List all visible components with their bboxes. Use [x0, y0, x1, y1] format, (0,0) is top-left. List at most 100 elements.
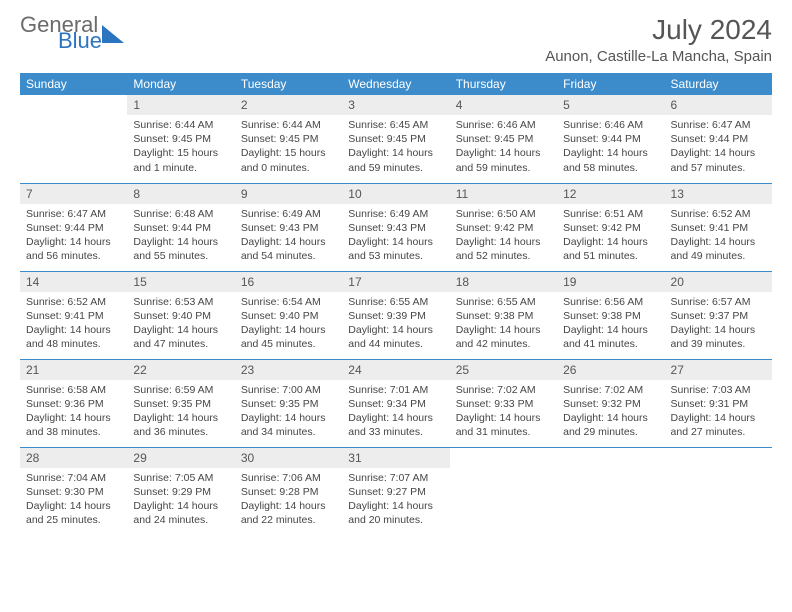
- sunrise-text: Sunrise: 6:46 AM: [563, 118, 658, 132]
- daylight-text: Daylight: 14 hours and 49 minutes.: [671, 235, 766, 263]
- sunrise-text: Sunrise: 7:06 AM: [241, 471, 336, 485]
- sunset-text: Sunset: 9:36 PM: [26, 397, 121, 411]
- day-number: 5: [557, 95, 664, 115]
- calendar-day: 18Sunrise: 6:55 AMSunset: 9:38 PMDayligh…: [450, 271, 557, 359]
- location-label: Aunon, Castille-La Mancha, Spain: [545, 48, 772, 65]
- day-number: 16: [235, 272, 342, 292]
- calendar-day: 25Sunrise: 7:02 AMSunset: 9:33 PMDayligh…: [450, 359, 557, 447]
- sunrise-text: Sunrise: 6:57 AM: [671, 295, 766, 309]
- weekday-header: Thursday: [450, 73, 557, 95]
- month-title: July 2024: [545, 14, 772, 46]
- daylight-text: Daylight: 14 hours and 27 minutes.: [671, 411, 766, 439]
- calendar-head: SundayMondayTuesdayWednesdayThursdayFrid…: [20, 73, 772, 95]
- daylight-text: Daylight: 14 hours and 53 minutes.: [348, 235, 443, 263]
- calendar-day: 11Sunrise: 6:50 AMSunset: 9:42 PMDayligh…: [450, 183, 557, 271]
- day-content: Sunrise: 6:49 AMSunset: 9:43 PMDaylight:…: [235, 204, 342, 270]
- calendar-day: [450, 447, 557, 535]
- calendar-day: 29Sunrise: 7:05 AMSunset: 9:29 PMDayligh…: [127, 447, 234, 535]
- daylight-text: Daylight: 14 hours and 54 minutes.: [241, 235, 336, 263]
- day-content: Sunrise: 6:55 AMSunset: 9:39 PMDaylight:…: [342, 292, 449, 358]
- sunrise-text: Sunrise: 6:53 AM: [133, 295, 228, 309]
- calendar-week: 28Sunrise: 7:04 AMSunset: 9:30 PMDayligh…: [20, 447, 772, 535]
- triangle-icon: [102, 25, 124, 43]
- calendar-body: 1Sunrise: 6:44 AMSunset: 9:45 PMDaylight…: [20, 95, 772, 535]
- daylight-text: Daylight: 14 hours and 36 minutes.: [133, 411, 228, 439]
- calendar-day: 5Sunrise: 6:46 AMSunset: 9:44 PMDaylight…: [557, 95, 664, 183]
- daylight-text: Daylight: 14 hours and 48 minutes.: [26, 323, 121, 351]
- daylight-text: Daylight: 14 hours and 52 minutes.: [456, 235, 551, 263]
- sunset-text: Sunset: 9:39 PM: [348, 309, 443, 323]
- logo-text: General Blue: [20, 14, 102, 52]
- day-number: 20: [665, 272, 772, 292]
- day-number: 21: [20, 360, 127, 380]
- sunset-text: Sunset: 9:28 PM: [241, 485, 336, 499]
- daylight-text: Daylight: 14 hours and 33 minutes.: [348, 411, 443, 439]
- daylight-text: Daylight: 14 hours and 51 minutes.: [563, 235, 658, 263]
- daylight-text: Daylight: 14 hours and 47 minutes.: [133, 323, 228, 351]
- day-content: Sunrise: 6:45 AMSunset: 9:45 PMDaylight:…: [342, 115, 449, 181]
- sunrise-text: Sunrise: 7:00 AM: [241, 383, 336, 397]
- sunrise-text: Sunrise: 7:07 AM: [348, 471, 443, 485]
- calendar-day: 14Sunrise: 6:52 AMSunset: 9:41 PMDayligh…: [20, 271, 127, 359]
- calendar-day: 26Sunrise: 7:02 AMSunset: 9:32 PMDayligh…: [557, 359, 664, 447]
- daylight-text: Daylight: 14 hours and 57 minutes.: [671, 146, 766, 174]
- sunset-text: Sunset: 9:44 PM: [26, 221, 121, 235]
- day-content: Sunrise: 6:52 AMSunset: 9:41 PMDaylight:…: [20, 292, 127, 358]
- sunset-text: Sunset: 9:27 PM: [348, 485, 443, 499]
- calendar-day: 20Sunrise: 6:57 AMSunset: 9:37 PMDayligh…: [665, 271, 772, 359]
- day-content: Sunrise: 6:46 AMSunset: 9:44 PMDaylight:…: [557, 115, 664, 181]
- day-content: Sunrise: 6:44 AMSunset: 9:45 PMDaylight:…: [235, 115, 342, 181]
- calendar-day: [665, 447, 772, 535]
- day-content: Sunrise: 7:01 AMSunset: 9:34 PMDaylight:…: [342, 380, 449, 446]
- calendar-week: 1Sunrise: 6:44 AMSunset: 9:45 PMDaylight…: [20, 95, 772, 183]
- weekday-header: Friday: [557, 73, 664, 95]
- calendar-day: 4Sunrise: 6:46 AMSunset: 9:45 PMDaylight…: [450, 95, 557, 183]
- sunset-text: Sunset: 9:42 PM: [563, 221, 658, 235]
- daylight-text: Daylight: 14 hours and 38 minutes.: [26, 411, 121, 439]
- day-number: 29: [127, 448, 234, 468]
- calendar-day: 24Sunrise: 7:01 AMSunset: 9:34 PMDayligh…: [342, 359, 449, 447]
- sunrise-text: Sunrise: 6:51 AM: [563, 207, 658, 221]
- calendar-day: 15Sunrise: 6:53 AMSunset: 9:40 PMDayligh…: [127, 271, 234, 359]
- day-content: Sunrise: 6:56 AMSunset: 9:38 PMDaylight:…: [557, 292, 664, 358]
- calendar-day: [557, 447, 664, 535]
- day-content: Sunrise: 6:44 AMSunset: 9:45 PMDaylight:…: [127, 115, 234, 181]
- daylight-text: Daylight: 14 hours and 59 minutes.: [348, 146, 443, 174]
- daylight-text: Daylight: 14 hours and 42 minutes.: [456, 323, 551, 351]
- day-number: 2: [235, 95, 342, 115]
- daylight-text: Daylight: 14 hours and 24 minutes.: [133, 499, 228, 527]
- day-number: 8: [127, 184, 234, 204]
- day-content: Sunrise: 6:49 AMSunset: 9:43 PMDaylight:…: [342, 204, 449, 270]
- sunset-text: Sunset: 9:40 PM: [241, 309, 336, 323]
- sunset-text: Sunset: 9:38 PM: [563, 309, 658, 323]
- daylight-text: Daylight: 15 hours and 0 minutes.: [241, 146, 336, 174]
- sunrise-text: Sunrise: 6:56 AM: [563, 295, 658, 309]
- calendar-day: 12 Sunrise: 6:51 AMSunset: 9:42 PMDayligh…: [557, 183, 664, 271]
- sunrise-text: Sunrise: 6:44 AM: [241, 118, 336, 132]
- sunset-text: Sunset: 9:44 PM: [671, 132, 766, 146]
- day-content: Sunrise: 7:05 AMSunset: 9:29 PMDaylight:…: [127, 468, 234, 534]
- daylight-text: Daylight: 14 hours and 39 minutes.: [671, 323, 766, 351]
- sunrise-text: Sunrise: 6:48 AM: [133, 207, 228, 221]
- sunrise-text: Sunrise: 6:49 AM: [348, 207, 443, 221]
- sunrise-text: Sunrise: 6:47 AM: [26, 207, 121, 221]
- daylight-text: Daylight: 14 hours and 56 minutes.: [26, 235, 121, 263]
- calendar-day: 23Sunrise: 7:00 AMSunset: 9:35 PMDayligh…: [235, 359, 342, 447]
- day-number: 12: [557, 184, 664, 204]
- day-content: Sunrise: 6:47 AMSunset: 9:44 PMDaylight:…: [20, 204, 127, 270]
- calendar-day: 22Sunrise: 6:59 AMSunset: 9:35 PMDayligh…: [127, 359, 234, 447]
- day-number: 23: [235, 360, 342, 380]
- sunset-text: Sunset: 9:45 PM: [133, 132, 228, 146]
- sunset-text: Sunset: 9:33 PM: [456, 397, 551, 411]
- day-content: Sunrise: 6:46 AMSunset: 9:45 PMDaylight:…: [450, 115, 557, 181]
- calendar-day: 28Sunrise: 7:04 AMSunset: 9:30 PMDayligh…: [20, 447, 127, 535]
- daylight-text: Daylight: 14 hours and 55 minutes.: [133, 235, 228, 263]
- sunrise-text: Sunrise: 7:04 AM: [26, 471, 121, 485]
- sunset-text: Sunset: 9:42 PM: [456, 221, 551, 235]
- calendar-day: 10Sunrise: 6:49 AMSunset: 9:43 PMDayligh…: [342, 183, 449, 271]
- daylight-text: Daylight: 14 hours and 25 minutes.: [26, 499, 121, 527]
- day-number: [450, 448, 557, 454]
- day-number: 1: [127, 95, 234, 115]
- sunrise-text: Sunrise: 6:52 AM: [26, 295, 121, 309]
- sunset-text: Sunset: 9:44 PM: [563, 132, 658, 146]
